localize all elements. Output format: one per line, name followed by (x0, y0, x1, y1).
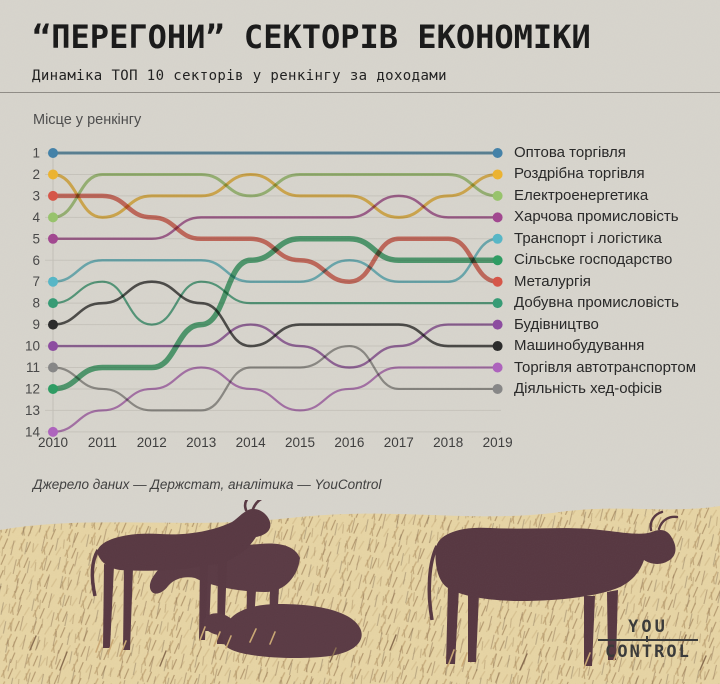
series-start-dot-3 (48, 212, 58, 223)
series-end-dot-3 (492, 190, 503, 201)
series-start-dot-9 (48, 341, 58, 352)
series-start-dot-1 (48, 148, 58, 158)
year-tick-label: 2011 (88, 435, 117, 450)
year-tick-label: 2014 (236, 435, 267, 450)
rank-tick-label: 12 (25, 381, 40, 396)
year-tick-label: 2017 (384, 435, 414, 450)
series-start-dot-4 (48, 233, 58, 244)
series-start-dot-12 (48, 362, 58, 373)
series-end-dot-11 (492, 362, 503, 373)
year-tick-label: 2018 (433, 435, 463, 450)
series-end-dot-12 (492, 383, 503, 394)
series-start-dot-7 (48, 190, 58, 201)
series-start-dot-2 (48, 169, 58, 180)
series-end-dot-6 (492, 255, 503, 266)
series-end-dot-10 (492, 341, 503, 352)
year-tick-label: 2012 (137, 435, 167, 450)
series-start-dot-6 (48, 383, 58, 394)
year-tick-label: 2013 (186, 435, 216, 450)
series-end-dot-9 (492, 319, 503, 330)
rank-tick-label: 13 (25, 403, 40, 418)
rank-tick-label: 8 (32, 296, 40, 311)
rank-tick-label: 3 (32, 188, 40, 203)
rank-tick-label: 5 (32, 231, 40, 246)
series-end-dot-8 (492, 298, 503, 309)
series-end-dot-5 (492, 233, 503, 244)
year-tick-label: 2019 (483, 435, 513, 450)
year-tick-label: 2015 (285, 435, 315, 450)
series-end-dot-2 (492, 169, 503, 180)
series-start-dot-11 (48, 426, 58, 437)
series-end-dot-4 (492, 212, 503, 223)
cattle-illustration: YOU CONTROL (0, 492, 720, 684)
rank-tick-label: 1 (32, 146, 40, 161)
rank-tick-label: 7 (32, 274, 40, 289)
series-start-dot-5 (48, 276, 58, 287)
series-end-dot-1 (492, 148, 503, 158)
rank-tick-label: 2 (32, 167, 40, 182)
series-line-11 (51, 366, 499, 433)
rank-tick-label: 4 (32, 210, 40, 225)
data-source: Джерело даних — Держстат, аналітика — Yo… (33, 477, 382, 492)
rank-tick-label: 10 (25, 339, 40, 354)
year-tick-label: 2016 (334, 435, 364, 450)
rank-tick-label: 11 (26, 360, 40, 375)
year-tick-label: 2010 (38, 435, 68, 450)
rank-tick-label: 6 (32, 253, 40, 268)
youcontrol-logo: YOU CONTROL (598, 617, 698, 662)
logo-control: CONTROL (605, 636, 691, 662)
rank-tick-label: 9 (32, 317, 40, 332)
series-start-dot-10 (48, 319, 58, 330)
bull-horns (243, 492, 274, 512)
series-start-dot-8 (48, 298, 58, 309)
series-end-dot-7 (492, 276, 503, 287)
logo-you: YOU (598, 617, 698, 641)
